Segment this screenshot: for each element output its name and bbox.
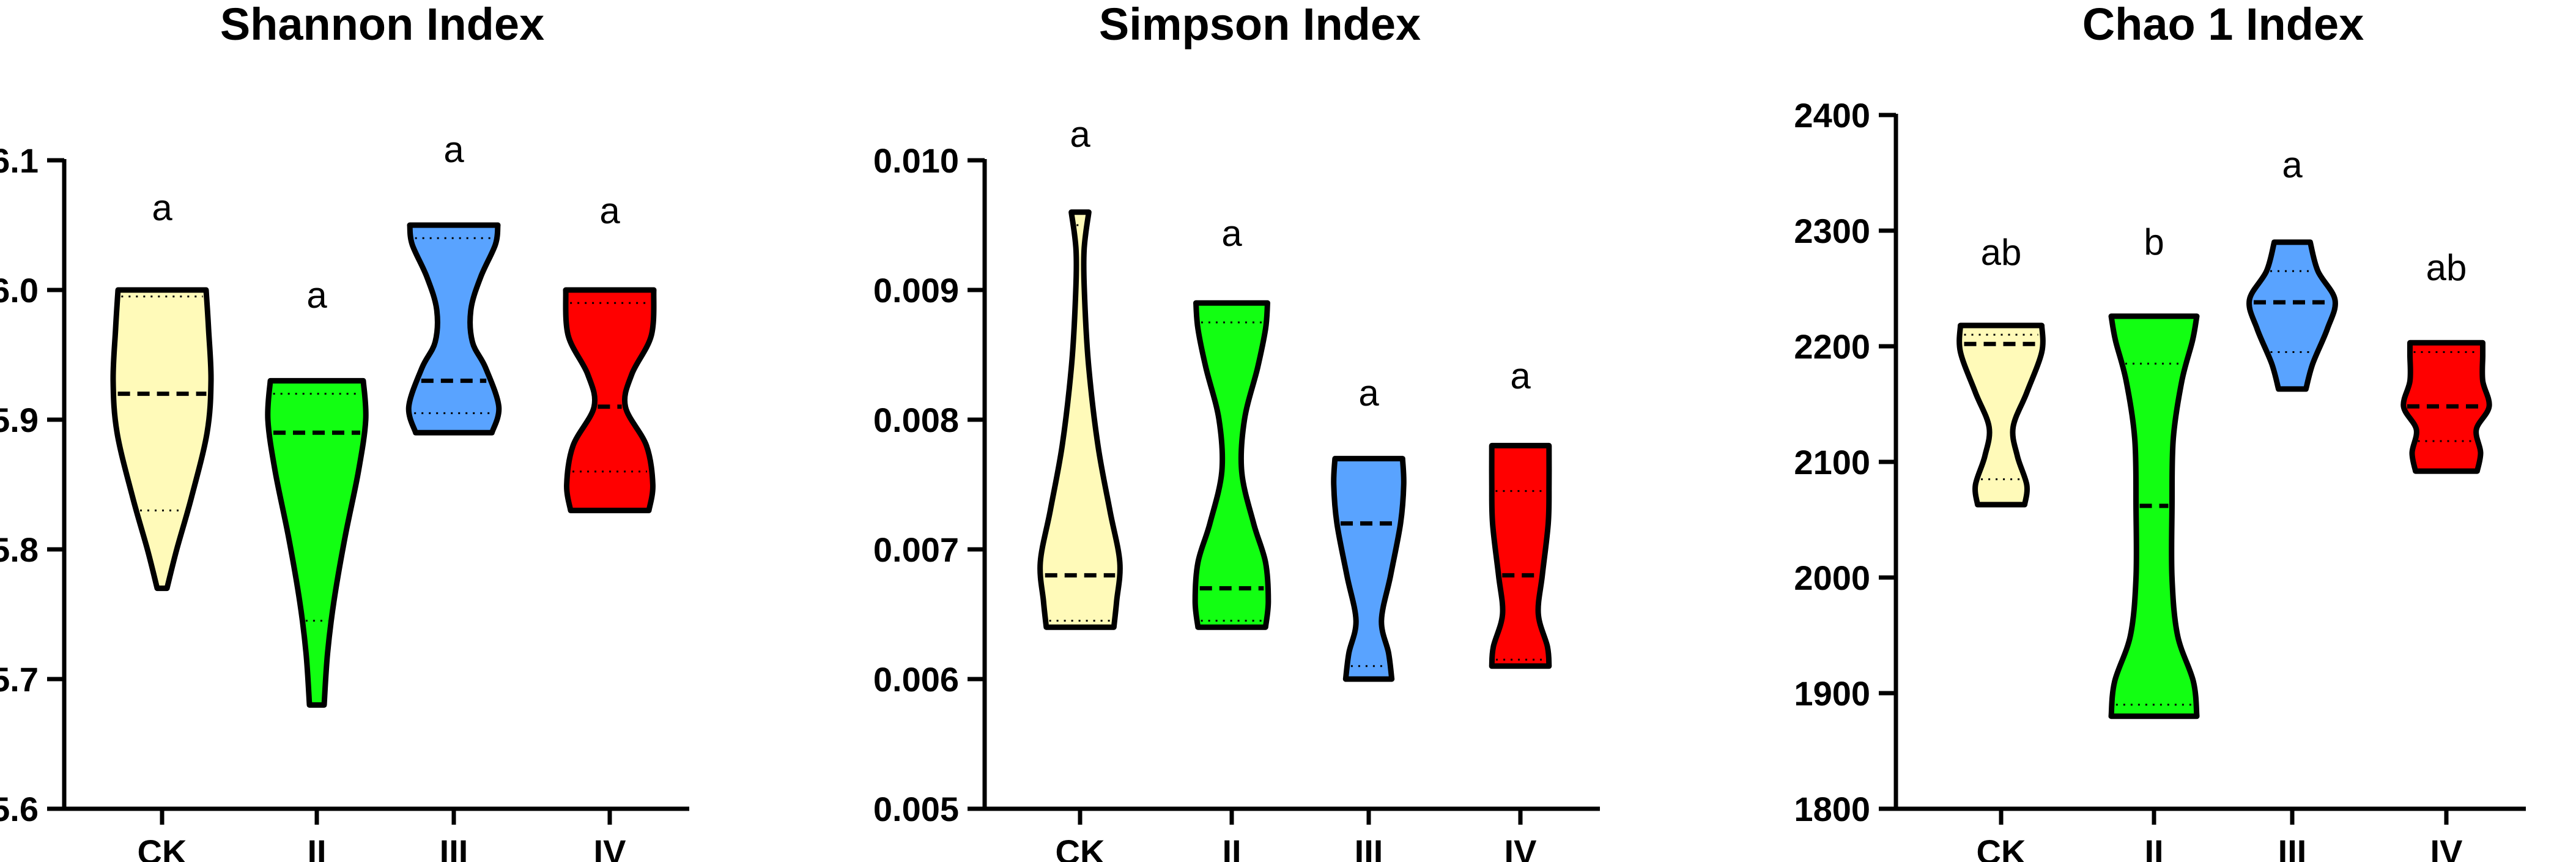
x-tick-label: IV xyxy=(2430,833,2463,862)
y-tick-label: 2400 xyxy=(1794,96,1870,135)
x-tick-label: II xyxy=(307,833,326,862)
significance-label: a xyxy=(1358,373,1379,414)
significance-label: b xyxy=(2144,221,2164,262)
violin-ii: II a xyxy=(1192,213,1271,862)
violin-body xyxy=(405,222,502,436)
y-tick-label: 0.010 xyxy=(873,141,959,180)
significance-label: ab xyxy=(2426,247,2467,288)
violin-body xyxy=(265,377,369,708)
violin-body xyxy=(1489,442,1552,669)
violin-iv: IV a xyxy=(1489,355,1552,862)
violin-body xyxy=(1192,300,1271,630)
violin-iii: III a xyxy=(2246,144,2338,862)
chart-title: Simpson Index xyxy=(1099,0,1421,50)
violin-ck: CK ab xyxy=(1956,232,2046,862)
y-tick-label: 5.6 xyxy=(0,790,39,828)
y-tick-label: 0.005 xyxy=(873,790,959,828)
violin-body xyxy=(1037,209,1123,630)
y-tick-label: 0.006 xyxy=(873,660,959,699)
significance-label: a xyxy=(2282,144,2303,185)
y-tick-label: 6.0 xyxy=(0,271,39,310)
x-tick-label: IV xyxy=(1505,833,1537,862)
y-tick-label: 0.009 xyxy=(873,271,959,310)
y-tick-label: 6.1 xyxy=(0,141,39,180)
y-tick-label: 0.008 xyxy=(873,401,959,439)
y-tick-label: 1900 xyxy=(1794,674,1870,713)
y-tick-label: 5.9 xyxy=(0,401,39,439)
significance-label: a xyxy=(306,275,327,316)
y-tick-label: 5.7 xyxy=(0,660,39,699)
violin-iv: IV a xyxy=(563,190,657,862)
y-tick-label: 2300 xyxy=(1794,212,1870,250)
chart-title: Chao 1 Index xyxy=(2082,0,2364,50)
x-tick-label: III xyxy=(2278,833,2307,862)
violin-body xyxy=(1956,322,2046,508)
significance-label: a xyxy=(152,187,172,228)
violin-iv: IV ab xyxy=(2400,247,2492,862)
x-tick-label: II xyxy=(2144,833,2163,862)
significance-label: a xyxy=(1221,213,1242,254)
violin-body xyxy=(2108,313,2200,719)
x-tick-label: III xyxy=(440,833,468,862)
x-tick-label: IV xyxy=(594,833,626,862)
violin-body xyxy=(110,287,214,592)
x-tick-label: CK xyxy=(138,833,187,862)
significance-label: a xyxy=(599,190,620,231)
significance-label: a xyxy=(1510,355,1531,396)
violin-body xyxy=(2246,239,2338,392)
significance-label: a xyxy=(1070,114,1090,155)
x-tick-label: CK xyxy=(1056,833,1105,862)
x-tick-label: CK xyxy=(1977,833,2026,862)
violin-ck: CK a xyxy=(110,187,214,862)
significance-label: ab xyxy=(1981,232,2022,273)
violin-body xyxy=(563,287,657,513)
y-tick-label: 0.007 xyxy=(873,530,959,569)
violin-iii: III a xyxy=(1331,373,1407,862)
y-tick-label: 2100 xyxy=(1794,443,1870,481)
violin-body xyxy=(1331,456,1407,682)
y-tick-label: 2000 xyxy=(1794,559,1870,597)
y-tick-label: 5.8 xyxy=(0,530,39,569)
x-tick-label: II xyxy=(1222,833,1241,862)
significance-label: a xyxy=(443,129,464,170)
chart-3: Chao 1 Index 1800 1900 2000 2100 2200 2300 2400… xyxy=(1794,0,2526,862)
violin-ck: CK a xyxy=(1037,114,1123,862)
y-tick-label: 1800 xyxy=(1794,790,1870,828)
violin-ii: II a xyxy=(265,275,369,862)
violin-ii: II b xyxy=(2108,221,2200,862)
chart-2: Simpson Index 0.005 0.006 0.007 0.008 0.009 0.… xyxy=(873,0,1600,862)
x-tick-label: III xyxy=(1355,833,1383,862)
violin-iii: III a xyxy=(405,129,502,862)
y-tick-label: 2200 xyxy=(1794,327,1870,366)
chart-1: Shannon Index5.65.75.85.96.06.1CKaIIaIII… xyxy=(0,0,689,862)
chart-title: Shannon Index xyxy=(220,0,544,50)
